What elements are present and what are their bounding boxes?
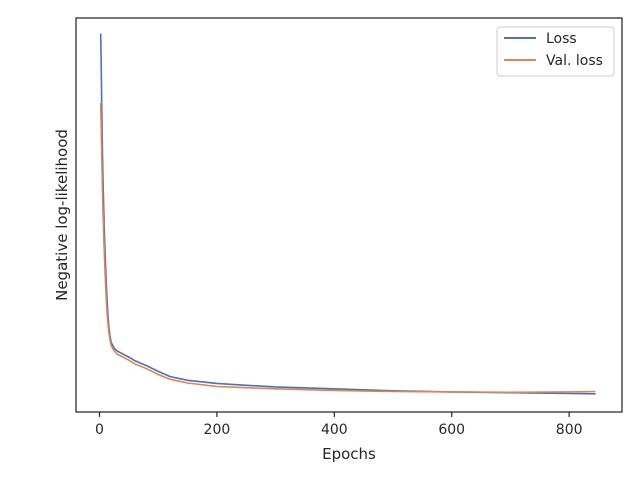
plot-background	[76, 18, 622, 412]
x-tick-label: 600	[438, 422, 465, 438]
x-tick-label: 200	[204, 422, 231, 438]
legend-box	[496, 26, 615, 77]
series-layer	[99, 33, 596, 395]
series-line-val-loss	[99, 102, 596, 394]
legend-label-loss: Loss	[546, 31, 577, 47]
plot-frame	[75, 17, 623, 413]
x-axis-label: Epochs	[322, 445, 376, 463]
x-tick-label: 0	[95, 422, 104, 438]
x-tick-label: 800	[556, 422, 583, 438]
legend: Loss Val. loss	[496, 26, 615, 77]
x-axis: 0 200 400 600 800	[95, 412, 583, 438]
x-tick-label: 400	[321, 422, 348, 438]
y-axis-label: Negative log-likelihood	[53, 129, 71, 301]
legend-label-val-loss: Val. loss	[546, 53, 603, 69]
